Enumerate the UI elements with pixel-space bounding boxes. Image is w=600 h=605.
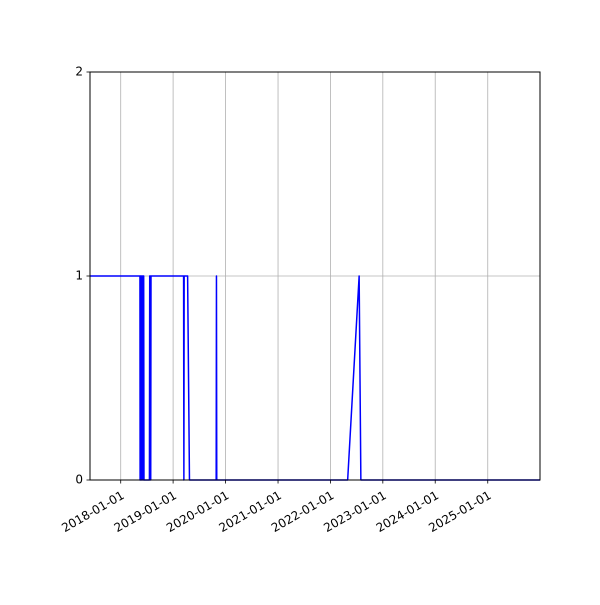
- y-axis: 0 1 2: [75, 65, 90, 487]
- series-line: [90, 275, 540, 481]
- y-tick-label: 1: [75, 269, 83, 283]
- x-axis: 2018-01-012019-01-012020-01-012021-01-01…: [59, 480, 494, 535]
- series-layer: [90, 275, 540, 481]
- y-tick-label: 2: [75, 65, 83, 79]
- y-tick-label: 0: [75, 473, 83, 487]
